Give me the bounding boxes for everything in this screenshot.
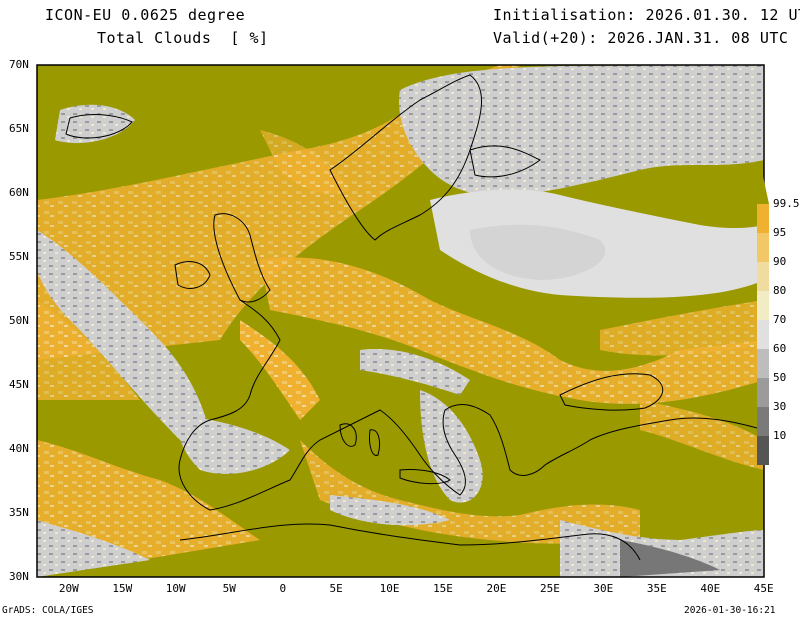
colorbar-segment	[757, 320, 769, 349]
lon-label: 20E	[486, 582, 507, 595]
colorbar-level: 70	[773, 313, 787, 326]
lon-label: 45E	[753, 582, 774, 595]
colorbar-level: 80	[773, 284, 787, 297]
lat-label: 40N	[9, 442, 29, 455]
colorbar-segment	[757, 349, 769, 378]
lon-label: 15W	[112, 582, 133, 595]
lat-label: 55N	[9, 250, 29, 263]
lon-label: 15E	[433, 582, 453, 595]
lon-label: 25E	[539, 582, 560, 595]
colorbar-level: 99.5	[773, 197, 800, 210]
coastlines	[65, 74, 764, 561]
lon-label: 30E	[593, 582, 614, 595]
colorbar-segment	[757, 233, 769, 262]
lon-label: 10W	[165, 582, 186, 595]
lon-label: 20W	[58, 582, 79, 595]
lat-label: 65N	[9, 122, 29, 135]
lat-label: 35N	[9, 506, 29, 519]
footer-timestamp: 2026-01-30-16:21	[684, 605, 776, 616]
lon-label: 35E	[646, 582, 667, 595]
colorbar-segment	[757, 436, 769, 465]
lon-label: 5E	[329, 582, 343, 595]
colorbar-segment	[757, 204, 769, 233]
lat-label: 70N	[9, 58, 29, 71]
colorbar	[757, 176, 769, 465]
colorbar-segment	[757, 378, 769, 407]
lon-label: 40E	[700, 582, 721, 595]
lat-label: 60N	[9, 186, 29, 199]
footer-credit: GrADS: COLA/IGES	[2, 605, 94, 616]
valid-time: Valid(+20): 2026.JAN.31. 08 UTC	[493, 29, 789, 47]
colorbar-segment	[757, 407, 769, 436]
lat-label: 50N	[9, 314, 29, 327]
colorbar-top-triangle	[757, 176, 769, 204]
cloud-cover-field	[37, 65, 764, 577]
model-title: ICON-EU 0.0625 degree	[45, 6, 246, 24]
lon-label: 10E	[379, 582, 400, 595]
lat-label: 45N	[9, 378, 29, 391]
lon-label: 0	[279, 582, 287, 595]
colorbar-level: 30	[773, 400, 787, 413]
lat-label: 30N	[9, 570, 29, 583]
colorbar-level: 60	[773, 342, 787, 355]
lon-label: 5W	[222, 582, 236, 595]
colorbar-level: 50	[773, 371, 787, 384]
colorbar-level: 10	[773, 429, 787, 442]
colorbar-level: 95	[773, 226, 787, 239]
colorbar-segment	[757, 291, 769, 320]
field-title: Total Clouds [ %]	[97, 29, 269, 47]
init-time: Initialisation: 2026.01.30. 12 UTC	[493, 6, 800, 24]
colorbar-segment	[757, 262, 769, 291]
colorbar-level: 90	[773, 255, 787, 268]
